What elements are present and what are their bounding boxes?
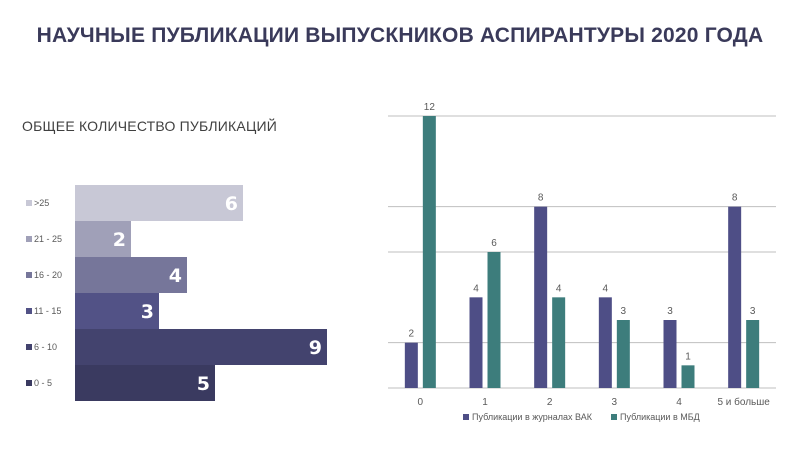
x-tick-label: 0 [418, 397, 424, 408]
range-legend-label-1: 21 - 25 [34, 234, 62, 244]
bar-value-label: 4 [603, 283, 609, 294]
bar-s1-5 [746, 320, 760, 388]
range-legend-label-2: 16 - 20 [34, 270, 62, 280]
range-bar-label-2: 4 [169, 265, 182, 287]
range-legend-label-3: 11 - 15 [34, 306, 61, 316]
bar-value-label: 1 [685, 351, 691, 362]
bar-value-label: 3 [621, 306, 627, 317]
chart-subtitle: ОБЩЕЕ КОЛИЧЕСТВО ПУБЛИКАЦИЙ [22, 118, 278, 134]
x-tick-label: 5 и больше [717, 396, 770, 408]
legend-marker-0 [463, 414, 469, 420]
range-legend-marker-5 [26, 380, 32, 386]
range-bar-label-3: 3 [141, 301, 154, 323]
range-legend-label-4: 6 - 10 [34, 342, 57, 352]
range-bar-1 [75, 221, 131, 257]
range-bar-label-0: 6 [225, 193, 238, 215]
range-legend-marker-0 [26, 200, 32, 206]
range-legend-marker-4 [26, 344, 32, 350]
range-bar-label-1: 2 [113, 229, 126, 251]
range-bar-label-5: 5 [197, 373, 210, 395]
bar-s0-1 [469, 297, 483, 388]
bar-s0-0 [404, 342, 418, 388]
bar-value-label: 8 [732, 193, 738, 204]
legend-marker-1 [611, 414, 617, 420]
legend-label-0: Публикации в журналах ВАК [472, 412, 593, 422]
bar-value-label: 3 [667, 306, 673, 317]
bar-value-label: 4 [556, 283, 562, 294]
bar-value-label: 6 [491, 238, 497, 249]
bar-s0-5 [728, 206, 742, 388]
range-bar-3 [75, 293, 159, 329]
x-tick-label: 2 [547, 397, 553, 408]
range-bar-5 [75, 365, 215, 401]
bar-value-label: 4 [473, 283, 479, 294]
bar-s0-3 [598, 297, 612, 388]
bar-s1-3 [616, 320, 630, 388]
range-bar-4 [75, 329, 327, 365]
bar-s0-4 [663, 320, 677, 388]
range-bar-0 [75, 185, 243, 221]
range-legend-marker-3 [26, 308, 32, 314]
range-bar-label-4: 9 [309, 337, 322, 359]
bar-value-label: 12 [424, 102, 436, 113]
bar-s1-2 [552, 297, 566, 388]
bar-value-label: 3 [750, 306, 756, 317]
x-tick-label: 1 [482, 397, 488, 408]
bar-s1-4 [681, 365, 695, 388]
range-legend-marker-2 [26, 272, 32, 278]
page-title: НАУЧНЫЕ ПУБЛИКАЦИИ ВЫПУСКНИКОВ АСПИРАНТУ… [36, 24, 764, 47]
range-legend-marker-1 [26, 236, 32, 242]
bar-s0-2 [534, 206, 548, 388]
bar-value-label: 8 [538, 193, 544, 204]
bar-s1-0 [422, 116, 436, 388]
range-bar-2 [75, 257, 187, 293]
bar-s1-1 [487, 252, 501, 388]
bar-value-label: 2 [409, 329, 415, 340]
range-legend-label-0: >25 [34, 198, 49, 208]
legend-label-1: Публикации в МБД [620, 412, 700, 422]
range-legend-label-5: 0 - 5 [34, 378, 52, 388]
x-tick-label: 3 [612, 397, 618, 408]
x-tick-label: 4 [676, 397, 682, 408]
